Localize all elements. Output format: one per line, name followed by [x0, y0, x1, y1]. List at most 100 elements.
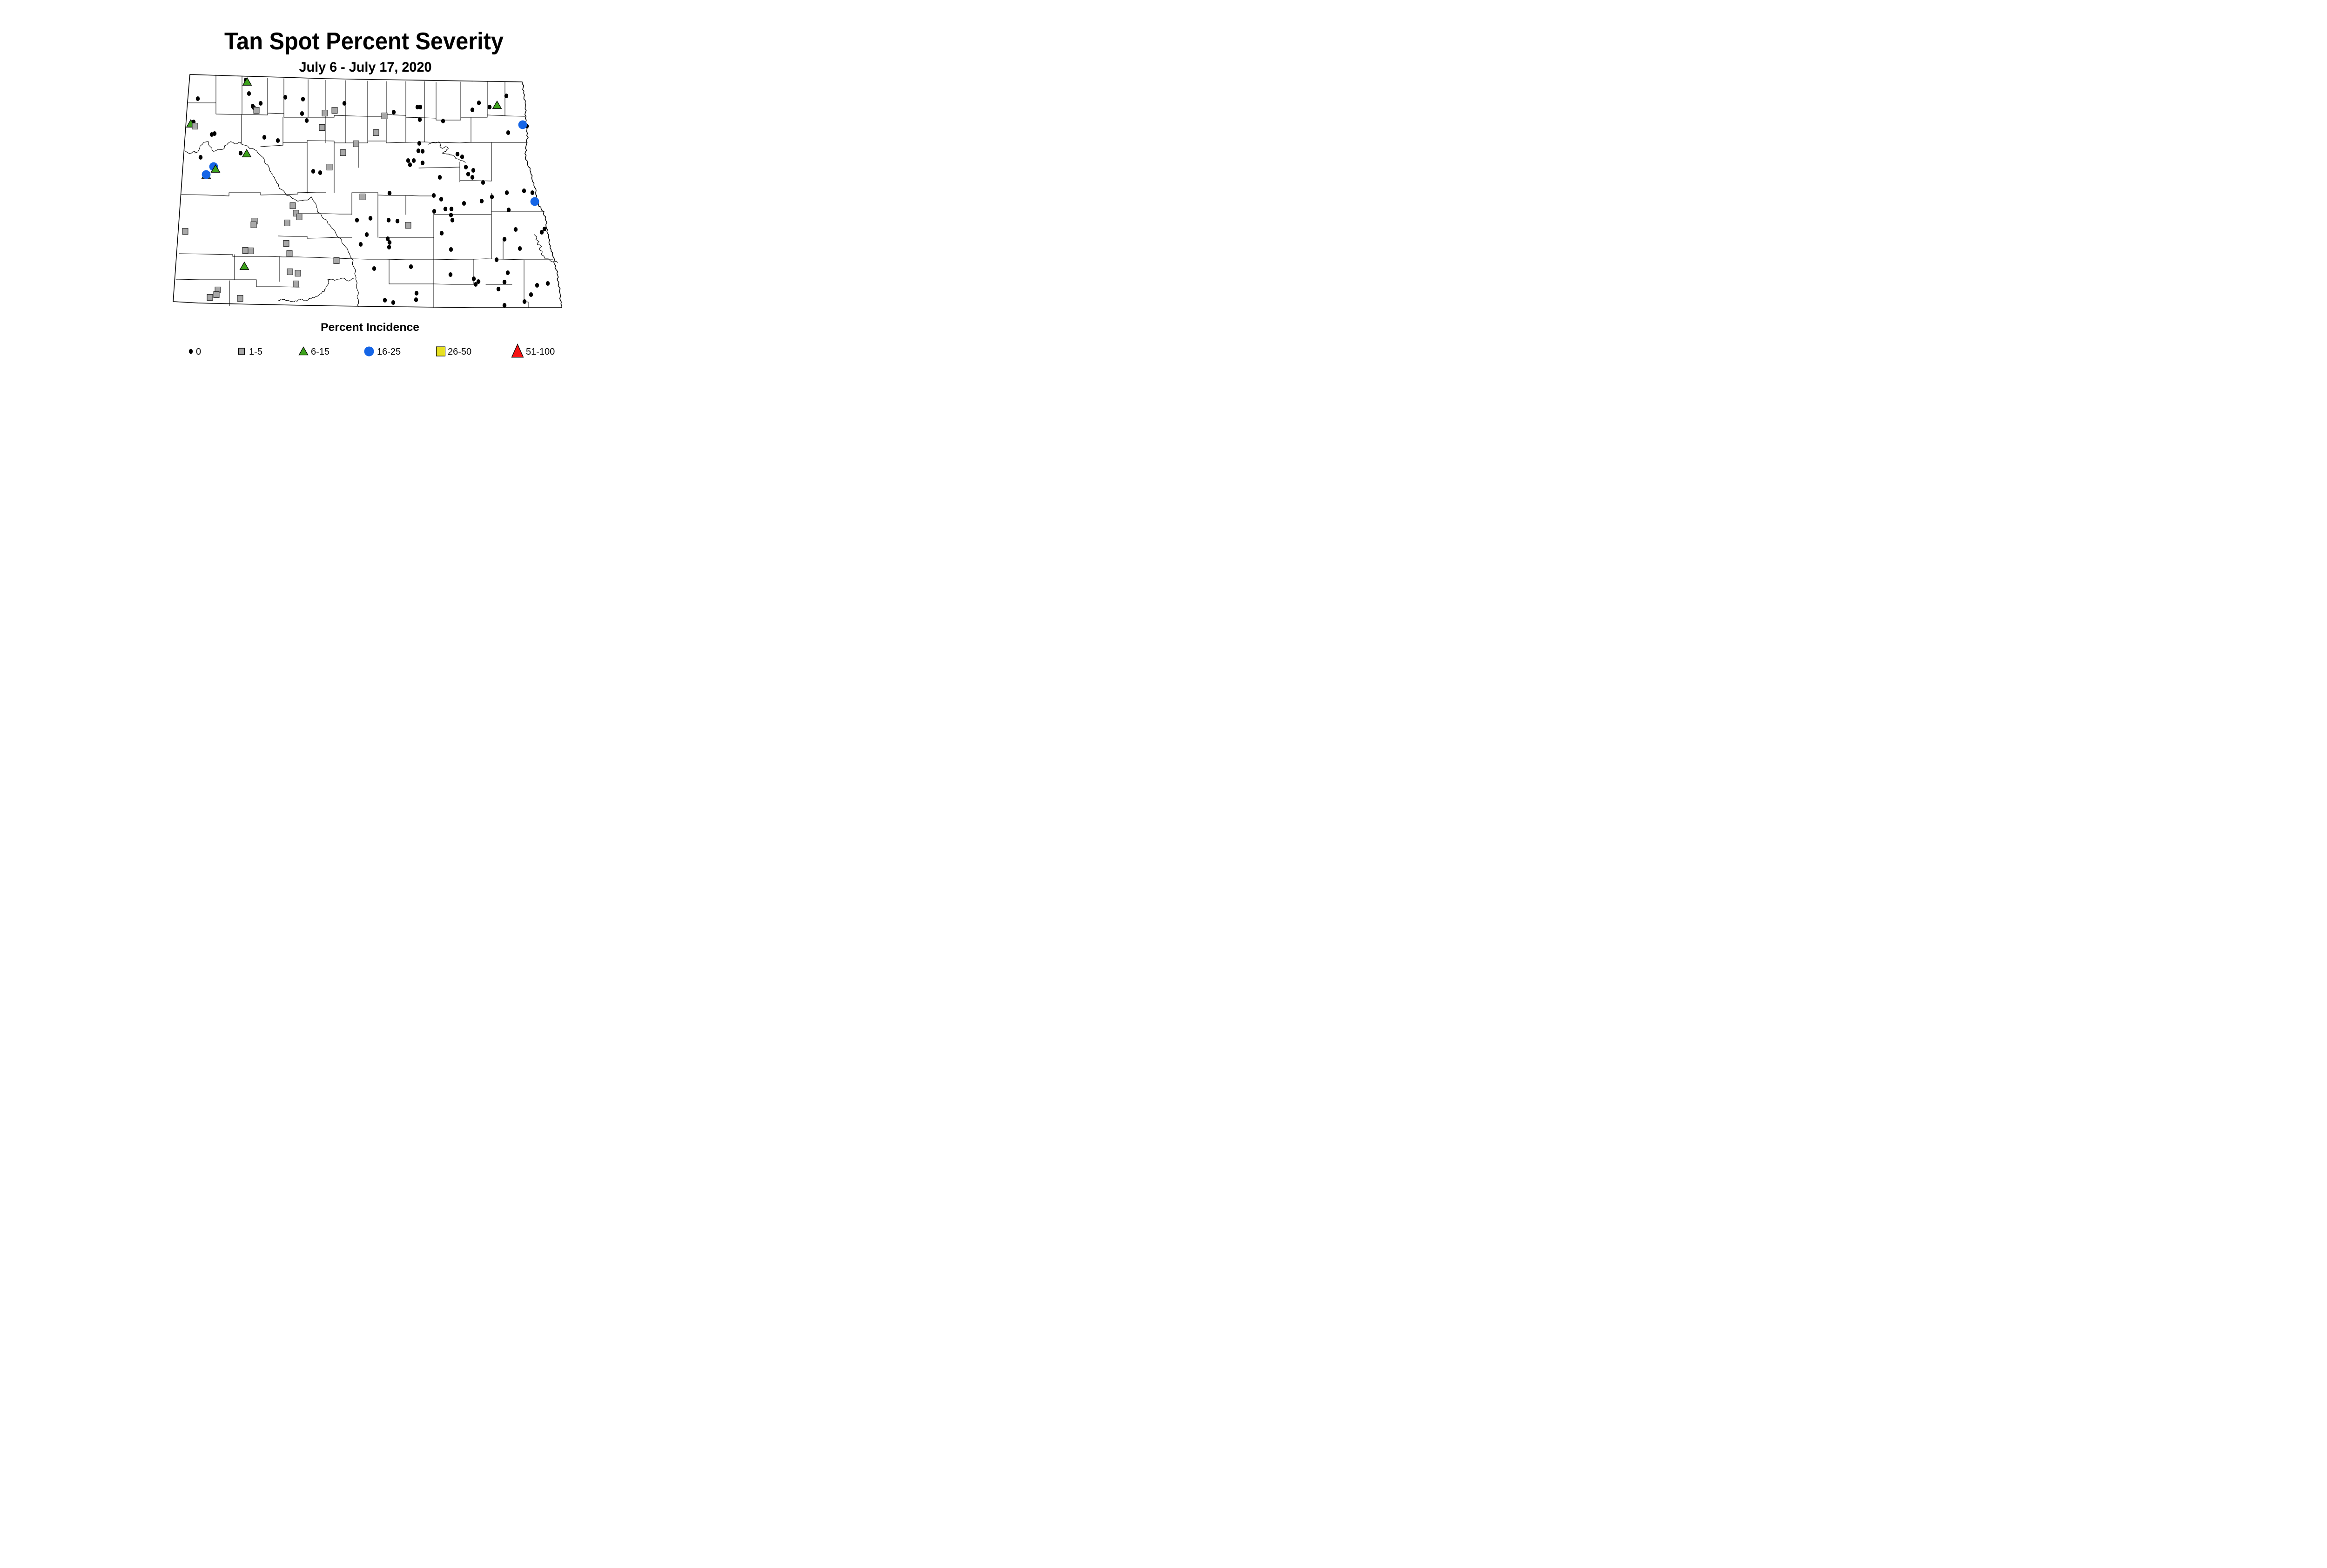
marker-black-dot-0 [506, 130, 511, 135]
marker-gray-square-1-5 [333, 257, 340, 264]
marker-black-dot-0 [420, 161, 425, 165]
marker-black-dot-0 [481, 180, 485, 185]
marker-green-triangle-6-15 [242, 77, 252, 86]
legend-marker-square-large [436, 346, 446, 357]
marker-black-dot-0 [283, 95, 288, 100]
marker-gray-square-1-5 [373, 129, 379, 136]
legend-item-26-50: 26-50 [436, 346, 471, 357]
marker-black-dot-0 [386, 218, 391, 222]
county-boundary [351, 192, 434, 196]
marker-black-dot-0 [300, 111, 304, 116]
marker-gray-square-1-5 [253, 107, 260, 114]
marker-gray-square-1-5 [248, 247, 254, 255]
marker-black-dot-0 [502, 237, 507, 242]
marker-black-dot-0 [311, 169, 316, 174]
marker-black-dot-0 [487, 105, 492, 109]
marker-black-dot-0 [477, 101, 481, 105]
marker-black-dot-0 [212, 131, 217, 136]
marker-black-dot-0 [387, 245, 391, 249]
legend-label: 26-50 [448, 347, 471, 357]
marker-black-dot-0 [301, 97, 305, 101]
marker-black-dot-0 [504, 190, 509, 195]
marker-black-dot-0 [462, 201, 466, 206]
county-boundary [181, 192, 326, 196]
figure-page: Tan Spot Percent Severity July 6 - July … [0, 0, 730, 381]
marker-black-dot-0 [448, 272, 453, 277]
marker-gray-square-1-5 [182, 228, 188, 235]
marker-gray-square-1-5 [286, 250, 293, 257]
marker-black-dot-0 [387, 191, 392, 195]
marker-black-dot-0 [432, 209, 437, 214]
marker-black-dot-0 [417, 141, 422, 146]
county-boundary [179, 253, 434, 260]
marker-black-dot-0 [358, 242, 363, 247]
marker-gray-square-1-5 [340, 149, 346, 156]
marker-black-dot-0 [466, 172, 471, 176]
marker-black-dot-0 [409, 264, 413, 269]
marker-black-dot-0 [364, 232, 369, 237]
marker-black-dot-0 [470, 108, 475, 112]
marker-black-dot-0 [247, 91, 251, 96]
marker-gray-square-1-5 [381, 112, 388, 120]
marker-black-dot-0 [414, 297, 418, 302]
marker-black-dot-0 [195, 96, 200, 101]
marker-black-dot-0 [406, 158, 410, 163]
marker-black-dot-0 [476, 279, 481, 284]
marker-gray-square-1-5 [287, 268, 293, 276]
marker-black-dot-0 [539, 230, 544, 235]
legend-marker-square [238, 348, 245, 355]
marker-black-dot-0 [276, 138, 280, 143]
marker-black-dot-0 [513, 227, 518, 232]
legend-label: 51-100 [526, 347, 555, 357]
marker-black-dot-0 [439, 197, 444, 202]
legend-item-1-5: 1-5 [238, 347, 262, 357]
county-boundary [260, 140, 528, 147]
marker-black-dot-0 [420, 149, 425, 154]
marker-gray-square-1-5 [331, 107, 338, 114]
marker-black-dot-0 [258, 101, 263, 106]
marker-black-dot-0 [504, 94, 509, 98]
marker-black-dot-0 [416, 148, 421, 153]
legend-item-0: 0 [188, 347, 201, 357]
marker-black-dot-0 [518, 246, 522, 251]
marker-black-dot-0 [473, 282, 478, 287]
marker-black-dot-0 [502, 280, 507, 284]
marker-gray-square-1-5 [250, 221, 257, 229]
legend-item-51-100: 51-100 [511, 343, 555, 358]
marker-gray-square-1-5 [283, 240, 289, 247]
marker-black-dot-0 [342, 101, 347, 106]
marker-black-dot-0 [449, 207, 454, 211]
marker-black-dot-0 [198, 155, 203, 160]
marker-black-dot-0 [449, 247, 453, 252]
sheyenne-river [534, 234, 558, 263]
figure-title: Tan Spot Percent Severity [224, 28, 504, 55]
marker-green-triangle-6-15 [492, 100, 502, 109]
county-boundary [433, 258, 553, 260]
marker-gray-square-1-5 [237, 295, 243, 302]
legend-item-6-15: 6-15 [298, 346, 330, 357]
marker-blue-circle-16-25 [518, 120, 527, 129]
marker-black-dot-0 [460, 155, 464, 159]
marker-black-dot-0 [530, 190, 535, 195]
marker-black-dot-0 [417, 117, 422, 122]
marker-gray-square-1-5 [405, 222, 411, 229]
marker-black-dot-0 [262, 135, 267, 140]
marker-gray-square-1-5 [322, 109, 328, 117]
cedar-creek [278, 280, 329, 303]
legend-marker-triangle [298, 346, 309, 356]
tan-spot-severity-map: Tan Spot Percent Severity July 6 - July … [173, 28, 562, 358]
legend: 0 1-5 6-15 16-25 26-50 51-100 [188, 343, 555, 358]
marker-black-dot-0 [443, 207, 448, 211]
marker-black-dot-0 [506, 208, 511, 212]
legend-item-16-25: 16-25 [364, 346, 401, 357]
county-boundary [278, 236, 352, 239]
marker-black-dot-0 [383, 298, 387, 303]
county-boundary [524, 283, 529, 308]
legend-label: 16-25 [377, 347, 401, 357]
marker-black-dot-0 [395, 219, 400, 223]
marker-black-dot-0 [368, 216, 373, 221]
marker-gray-square-1-5 [207, 294, 213, 301]
legend-label: 1-5 [249, 347, 262, 357]
marker-black-dot-0 [238, 151, 243, 155]
marker-green-triangle-6-15 [242, 148, 252, 157]
